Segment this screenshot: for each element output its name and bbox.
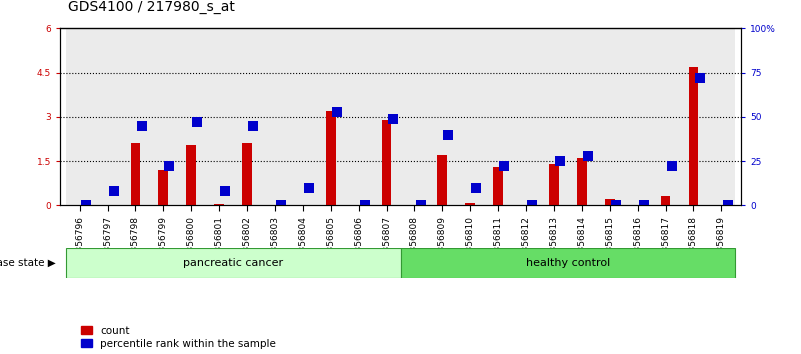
Bar	[233, 28, 261, 205]
Bar	[149, 28, 177, 205]
Bar	[652, 28, 679, 205]
Bar	[242, 143, 252, 205]
Bar	[372, 28, 400, 205]
Text: healthy control: healthy control	[525, 258, 610, 268]
Bar	[596, 28, 624, 205]
Bar	[512, 28, 540, 205]
Bar	[689, 67, 698, 205]
Point	[553, 158, 566, 164]
Bar	[381, 120, 392, 205]
Bar	[122, 28, 149, 205]
Point	[721, 202, 734, 208]
Bar	[261, 28, 289, 205]
Text: disease state ▶: disease state ▶	[0, 258, 56, 268]
Point	[638, 202, 650, 208]
Bar	[624, 28, 652, 205]
Bar	[485, 28, 512, 205]
Bar	[568, 28, 596, 205]
Bar	[679, 28, 707, 205]
Point	[247, 123, 260, 129]
Point	[331, 109, 344, 114]
Bar	[605, 199, 614, 205]
Point	[191, 119, 203, 125]
Point	[666, 164, 678, 169]
Bar	[187, 145, 196, 205]
Point	[275, 202, 288, 208]
Point	[442, 132, 455, 137]
Bar	[400, 248, 735, 278]
Bar	[177, 28, 205, 205]
Bar	[437, 155, 447, 205]
Point	[498, 164, 511, 169]
Bar	[429, 28, 457, 205]
Point	[219, 188, 231, 194]
Bar	[661, 196, 670, 205]
Bar	[94, 28, 122, 205]
Bar	[326, 111, 336, 205]
Bar	[131, 143, 140, 205]
Point	[135, 123, 148, 129]
Point	[107, 188, 120, 194]
Bar	[577, 158, 587, 205]
Legend: count, percentile rank within the sample: count, percentile rank within the sample	[82, 326, 276, 349]
Bar	[457, 28, 485, 205]
Bar	[549, 164, 559, 205]
Bar	[316, 28, 344, 205]
Text: GDS4100 / 217980_s_at: GDS4100 / 217980_s_at	[68, 0, 235, 14]
Bar	[344, 28, 372, 205]
Point	[358, 202, 371, 208]
Bar	[66, 248, 400, 278]
Bar	[540, 28, 568, 205]
Bar	[400, 28, 429, 205]
Point	[582, 153, 594, 159]
Point	[525, 202, 538, 208]
Bar	[66, 28, 94, 205]
Point	[386, 116, 399, 121]
Point	[163, 164, 176, 169]
Text: pancreatic cancer: pancreatic cancer	[183, 258, 283, 268]
Point	[414, 202, 427, 208]
Bar	[493, 167, 503, 205]
Point	[303, 185, 316, 190]
Point	[693, 75, 706, 81]
Bar	[707, 28, 735, 205]
Bar	[465, 203, 475, 205]
Bar	[214, 204, 224, 205]
Point	[79, 202, 92, 208]
Bar	[205, 28, 233, 205]
Point	[610, 202, 622, 208]
Bar	[289, 28, 316, 205]
Bar	[159, 170, 168, 205]
Point	[470, 185, 483, 190]
